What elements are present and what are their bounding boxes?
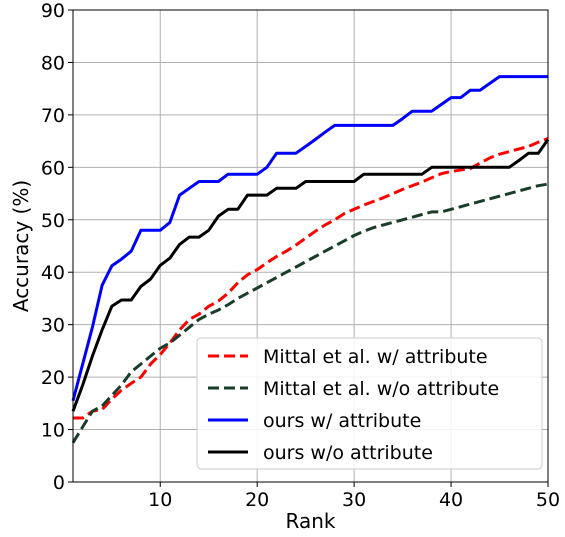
axis-ticks: 10 20 30 40 50 0 10 20 30 40 50 60 70 80 90: [41, 0, 560, 511]
y-tick-label: 20: [41, 367, 65, 389]
x-axis-label: Rank: [286, 509, 336, 533]
legend-box: [196, 337, 543, 470]
y-tick-label: 50: [41, 210, 65, 232]
x-tick-label: 10: [148, 489, 172, 511]
series-line-3: [71, 75, 548, 402]
legend-label: Mittal et al. w/o attribute: [263, 378, 499, 400]
y-tick-label: 10: [41, 420, 65, 442]
legend: Mittal et al. w/ attribute Mittal et al. …: [196, 337, 543, 470]
y-tick-label: 90: [41, 0, 65, 22]
y-tick-label: 70: [41, 105, 65, 127]
series-line-2: [71, 182, 549, 444]
legend-label: Mittal et al. w/ attribute: [263, 346, 488, 368]
x-tick-label: 40: [439, 489, 463, 511]
y-axis-label: Accuracy (%): [9, 180, 33, 312]
y-tick-label: 40: [41, 262, 65, 284]
plot-frame: [72, 9, 549, 483]
series-line-4: [71, 138, 550, 412]
y-tick-label: 60: [41, 157, 65, 179]
y-tick-label: 80: [41, 52, 65, 74]
x-tick-label: 30: [342, 489, 366, 511]
x-tick-label: 50: [536, 489, 560, 511]
y-tick-label: 30: [41, 315, 65, 337]
series-lines: [71, 75, 550, 444]
series-line-1: [73, 137, 549, 420]
y-tick-label: 0: [53, 472, 65, 494]
x-tick-label: 20: [245, 489, 269, 511]
legend-label: ours w/ attribute: [263, 410, 421, 432]
legend-label: ours w/o attribute: [263, 442, 433, 464]
